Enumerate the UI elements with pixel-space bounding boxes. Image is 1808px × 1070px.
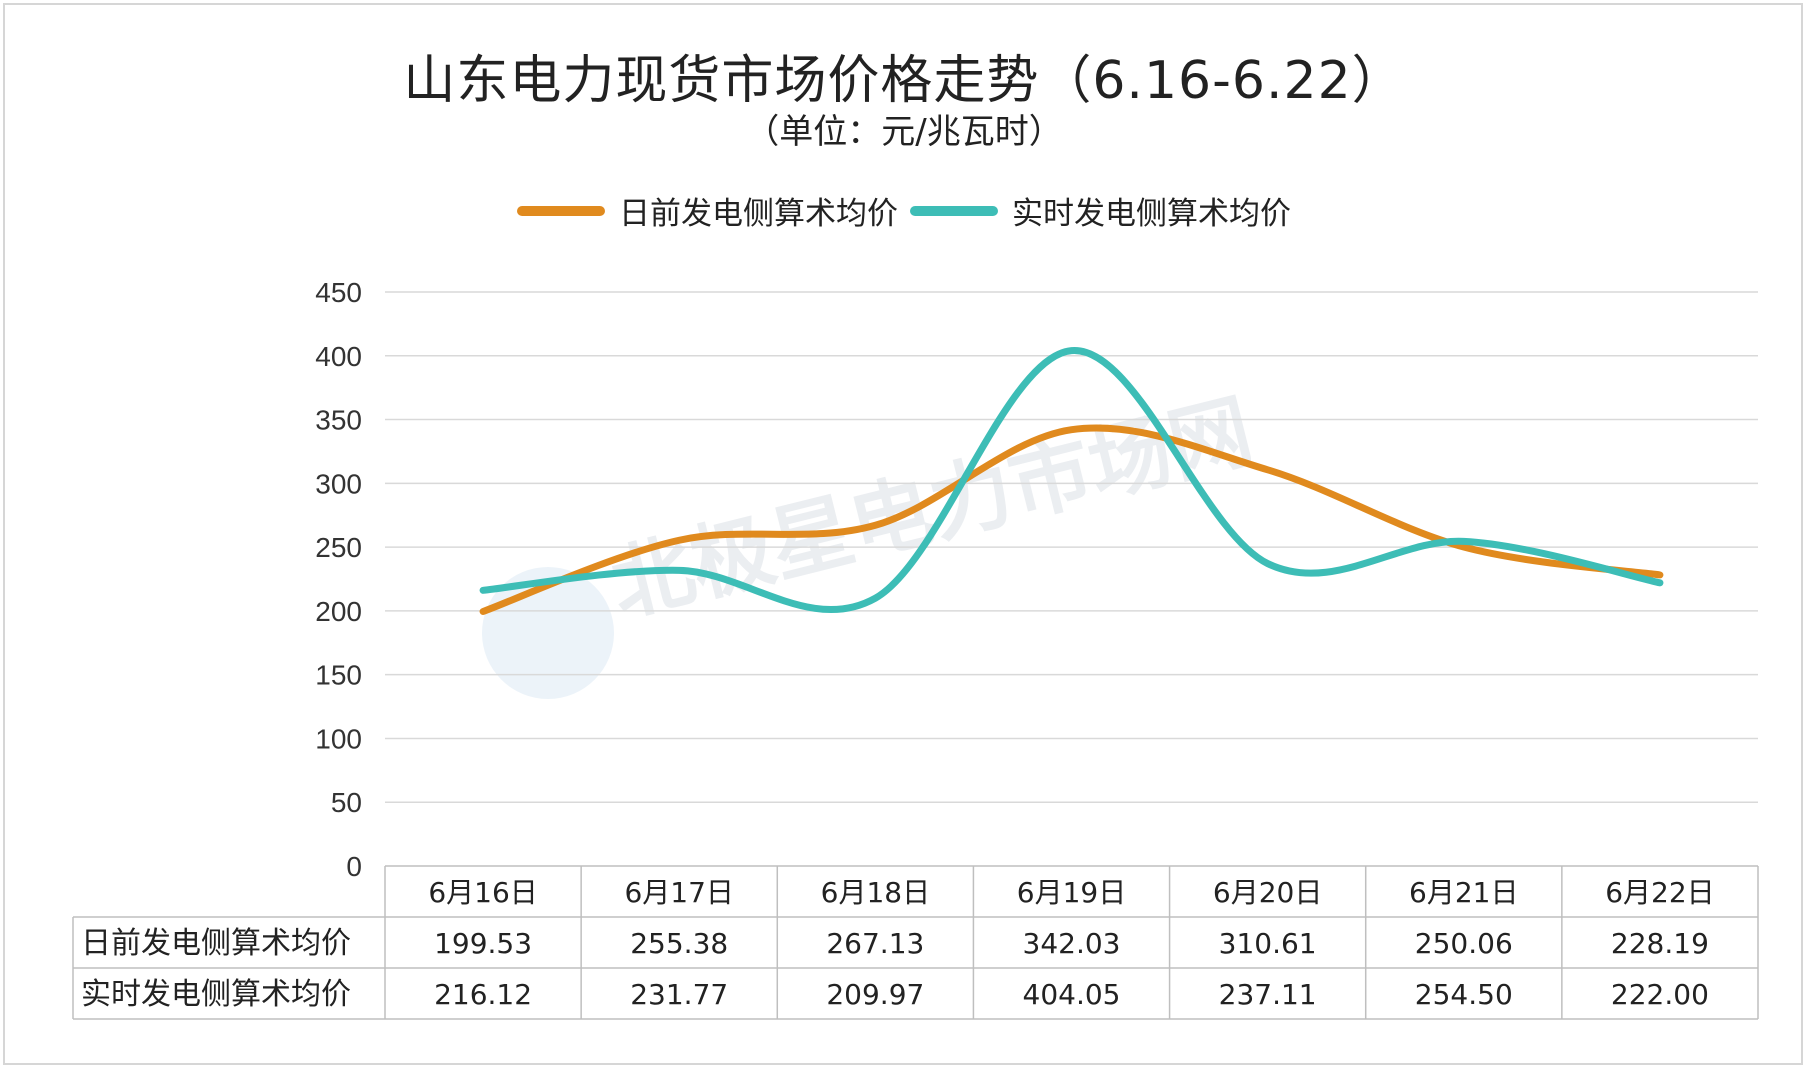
y-tick-label: 200: [315, 596, 362, 627]
data-point: [1264, 466, 1271, 473]
category-label: 6月22日: [1605, 876, 1714, 909]
data-point: [872, 522, 879, 529]
data-label: 209.97: [826, 978, 924, 1011]
category-label: 6月17日: [624, 876, 733, 909]
data-label: 404.05: [1023, 978, 1121, 1011]
legend-swatch-real-time: [910, 205, 998, 216]
legend-label-day-ahead: 日前发电侧算术均价: [619, 196, 898, 232]
data-point: [480, 608, 487, 615]
y-tick-label: 0: [346, 851, 362, 882]
data-point: [676, 537, 683, 544]
y-tick-label: 400: [315, 341, 362, 372]
data-label: 342.03: [1023, 927, 1121, 960]
data-point: [1068, 347, 1075, 354]
data-label: 231.77: [630, 978, 728, 1011]
data-point: [480, 587, 487, 594]
legend: 日前发电侧算术均价 实时发电侧算术均价: [0, 188, 1808, 233]
table-row-header: 日前发电侧算术均价: [81, 926, 351, 961]
chart-title: 山东电力现货市场价格走势（6.16-6.22）: [403, 51, 1405, 111]
y-tick-label: 250: [315, 532, 362, 563]
y-tick-label: 50: [331, 787, 362, 818]
y-tick-label: 150: [315, 660, 362, 691]
category-label: 6月16日: [428, 876, 537, 909]
y-tick-label: 450: [315, 277, 362, 308]
data-label: 216.12: [434, 978, 532, 1011]
chart-subtitle: （单位：元/兆瓦时）: [745, 112, 1063, 152]
table-row-header: 实时发电侧算术均价: [81, 977, 351, 1012]
data-point: [1656, 579, 1663, 586]
data-label: 250.06: [1415, 927, 1513, 960]
data-label: 237.11: [1219, 978, 1317, 1011]
data-point: [1264, 560, 1271, 567]
data-label: 255.38: [630, 927, 728, 960]
legend-label-real-time: 实时发电侧算术均价: [1012, 196, 1291, 232]
data-point: [1656, 571, 1663, 578]
series-line-day-ahead: [479, 424, 1664, 615]
category-label: 6月21日: [1409, 876, 1518, 909]
series-line-real-time: [479, 347, 1664, 613]
legend-swatch-day-ahead: [517, 205, 605, 216]
data-label: 267.13: [826, 927, 924, 960]
watermark-text: 北极星电力市场网: [602, 384, 1262, 635]
legend-item-real-time: 实时发电侧算术均价: [910, 188, 1291, 233]
y-tick-label: 100: [315, 723, 362, 754]
category-label: 6月19日: [1017, 876, 1126, 909]
data-point: [1068, 426, 1075, 433]
data-point: [872, 595, 879, 602]
data-label: 310.61: [1219, 927, 1317, 960]
data-label: 199.53: [434, 927, 532, 960]
data-label: 254.50: [1415, 978, 1513, 1011]
data-label: 228.19: [1611, 927, 1709, 960]
category-label: 6月18日: [821, 876, 930, 909]
data-point: [676, 567, 683, 574]
legend-item-day-ahead: 日前发电侧算术均价: [517, 188, 898, 233]
data-point: [1460, 538, 1467, 545]
y-tick-label: 300: [315, 468, 362, 499]
chart-frame: [3, 3, 1803, 1065]
data-label: 222.00: [1611, 978, 1709, 1011]
y-tick-label: 350: [315, 405, 362, 436]
category-label: 6月20日: [1213, 876, 1322, 909]
